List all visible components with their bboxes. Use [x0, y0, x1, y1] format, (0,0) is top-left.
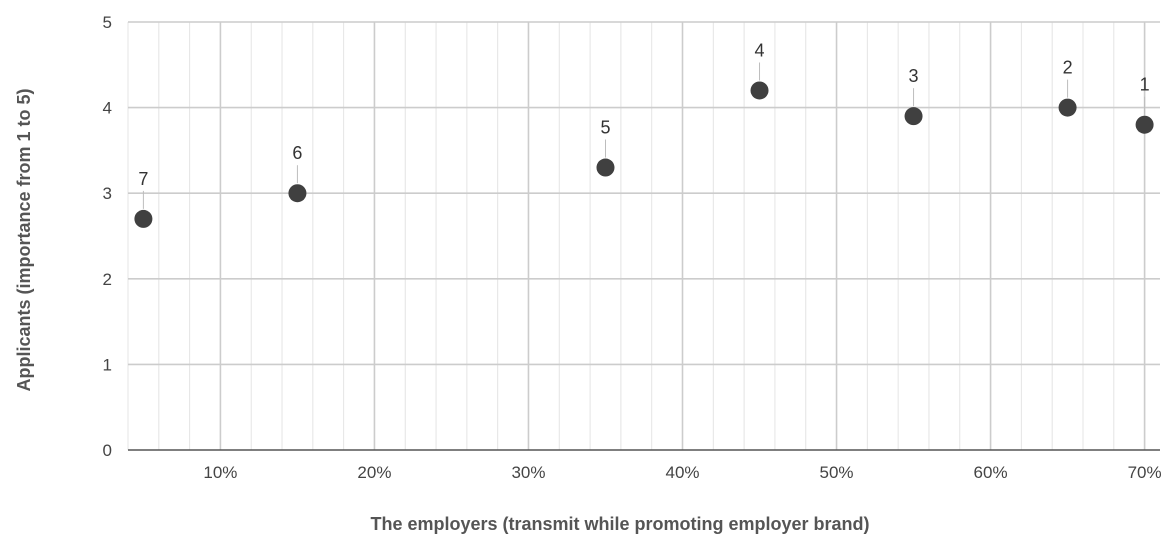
data-point	[288, 184, 307, 203]
x-tick-label: 60%	[974, 463, 1008, 482]
data-point-group: 6	[288, 143, 307, 203]
data-point	[750, 81, 769, 100]
data-point-group: 7	[134, 169, 153, 228]
x-tick-label: 40%	[665, 463, 699, 482]
data-point	[134, 209, 153, 228]
point-label: 3	[909, 66, 919, 86]
data-point-group: 2	[1058, 58, 1077, 117]
y-tick-label: 2	[103, 270, 112, 289]
data-point-group: 5	[596, 118, 615, 177]
data-point-group: 4	[750, 40, 769, 100]
x-tick-label: 50%	[820, 463, 854, 482]
x-tick-label: 20%	[357, 463, 391, 482]
data-point	[596, 158, 615, 177]
point-label: 6	[292, 143, 302, 163]
data-points: 7 6 5 4 3 2 1	[134, 40, 1154, 228]
y-tick-label: 0	[103, 441, 112, 460]
y-tick-label: 3	[103, 184, 112, 203]
data-point-group: 3	[904, 66, 923, 126]
x-axis-title: The employers (transmit while promoting …	[370, 514, 869, 534]
y-tick-label: 4	[103, 99, 112, 118]
point-label: 5	[600, 118, 610, 138]
y-tick-label: 5	[103, 13, 112, 32]
x-tick-label: 70%	[1128, 463, 1162, 482]
data-point-group: 1	[1135, 75, 1154, 134]
point-label: 7	[138, 169, 148, 189]
data-point	[1058, 98, 1077, 117]
point-label: 4	[755, 40, 765, 60]
point-label: 2	[1063, 58, 1073, 78]
y-axis-ticks: 0 1 2 3 4 5	[103, 13, 112, 460]
data-point	[1135, 115, 1154, 134]
y-axis-title: Applicants (importance from 1 to 5)	[14, 88, 34, 391]
y-tick-label: 1	[103, 355, 112, 374]
x-tick-label: 10%	[203, 463, 237, 482]
x-axis-ticks: 10% 20% 30% 40% 50% 60% 70%	[203, 463, 1161, 482]
data-point	[904, 107, 923, 126]
point-label: 1	[1140, 75, 1150, 95]
grid	[127, 21, 1160, 451]
x-tick-label: 30%	[511, 463, 545, 482]
